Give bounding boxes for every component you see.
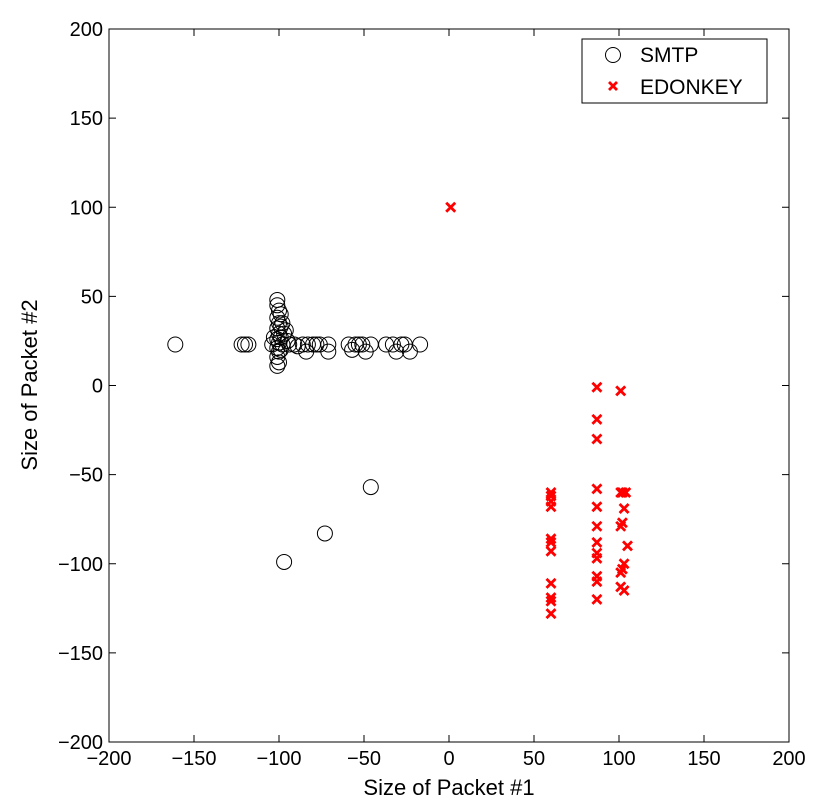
smtp-point — [340, 336, 357, 353]
smtp-point — [294, 336, 311, 353]
smtp-point — [237, 336, 253, 353]
edonkey-point — [591, 552, 603, 564]
smtp-point — [320, 343, 337, 360]
edonkey-point — [591, 576, 603, 588]
edonkey-point — [545, 592, 557, 604]
y-axis-label: Size of Packet #2 — [17, 299, 42, 470]
smtp-point — [276, 325, 293, 342]
x-axis-label: Size of Packet #1 — [363, 775, 534, 800]
smtp-point — [362, 479, 379, 496]
edonkey-point — [616, 486, 628, 498]
x-tick-label: 100 — [602, 748, 635, 770]
y-tick-label: −50 — [69, 465, 103, 487]
smtp-point — [274, 315, 291, 332]
smtp-point — [299, 336, 316, 353]
edonkey-point — [615, 385, 627, 397]
edonkey-point — [545, 595, 557, 607]
axis-tick-labels: −200 −150 −100 −50 0 50 100 150 200 −200 −150 −100 −… — [58, 19, 806, 770]
x-tick-label: 0 — [443, 748, 454, 770]
smtp-point — [233, 336, 250, 353]
axis-ticks — [108, 28, 790, 743]
x-tick-label: −100 — [256, 748, 301, 770]
smtp-point — [269, 357, 286, 374]
edonkey-point — [591, 501, 603, 513]
x-tick-label: −50 — [347, 748, 381, 770]
edonkey-point — [545, 533, 557, 545]
smtp-point — [308, 336, 325, 353]
edonkey-point — [545, 501, 557, 513]
y-tick-label: 50 — [81, 286, 103, 308]
data-points — [167, 201, 633, 620]
smtp-point — [276, 553, 293, 570]
smtp-point — [167, 336, 184, 353]
x-tick-label: 50 — [523, 748, 545, 770]
legend-marker-edonkey — [608, 81, 618, 91]
edonkey-point — [545, 608, 557, 620]
edonkey-point — [591, 413, 603, 425]
edonkey-point — [591, 593, 603, 605]
smtp-point — [412, 336, 429, 353]
x-tick-label: −200 — [86, 748, 131, 770]
legend-marker-smtp — [605, 47, 621, 63]
edonkey-point — [545, 545, 557, 557]
y-tick-label: 100 — [70, 197, 103, 219]
y-tick-label: 200 — [70, 19, 103, 41]
y-tick-label: 150 — [70, 108, 103, 130]
smtp-point — [265, 329, 282, 346]
smtp-point — [384, 336, 401, 353]
smtp-point — [320, 336, 337, 353]
y-tick-label: −150 — [58, 643, 103, 665]
smtp-point — [271, 354, 287, 371]
smtp-point — [264, 336, 281, 353]
y-tick-label: 0 — [92, 376, 103, 398]
x-tick-label: −150 — [171, 748, 216, 770]
legend-label-edonkey: EDONKEY — [640, 76, 743, 99]
edonkey-point — [615, 567, 627, 579]
edonkey-point — [591, 536, 603, 548]
legend-label-smtp: SMTP — [640, 44, 698, 67]
edonkey-point — [615, 520, 627, 532]
smtp-point — [271, 302, 287, 319]
edonkey-point — [591, 483, 603, 495]
edonkey-point — [622, 540, 633, 552]
x-tick-label: 150 — [687, 748, 720, 770]
y-tick-label: −200 — [58, 732, 103, 754]
smtp-point — [240, 336, 257, 353]
edonkey-point — [618, 584, 630, 596]
smtp-point — [272, 306, 289, 323]
y-tick-label: −100 — [58, 554, 103, 576]
legend: SMTP EDONKEY — [581, 38, 768, 104]
smtp-point — [286, 336, 303, 353]
edonkey-point — [591, 381, 603, 393]
smtp-point — [281, 336, 298, 353]
edonkey-point — [591, 520, 603, 532]
smtp-point — [316, 525, 333, 542]
x-tick-label: 200 — [772, 748, 805, 770]
edonkey-point — [545, 577, 557, 589]
edonkey-point — [618, 503, 630, 514]
smtp-point — [354, 336, 371, 353]
edonkey-point — [591, 433, 603, 445]
edonkey-point — [545, 536, 557, 548]
edonkey-point — [545, 486, 557, 498]
edonkey-point — [620, 486, 632, 498]
edonkey-point — [445, 201, 457, 213]
legend-box — [581, 38, 768, 104]
